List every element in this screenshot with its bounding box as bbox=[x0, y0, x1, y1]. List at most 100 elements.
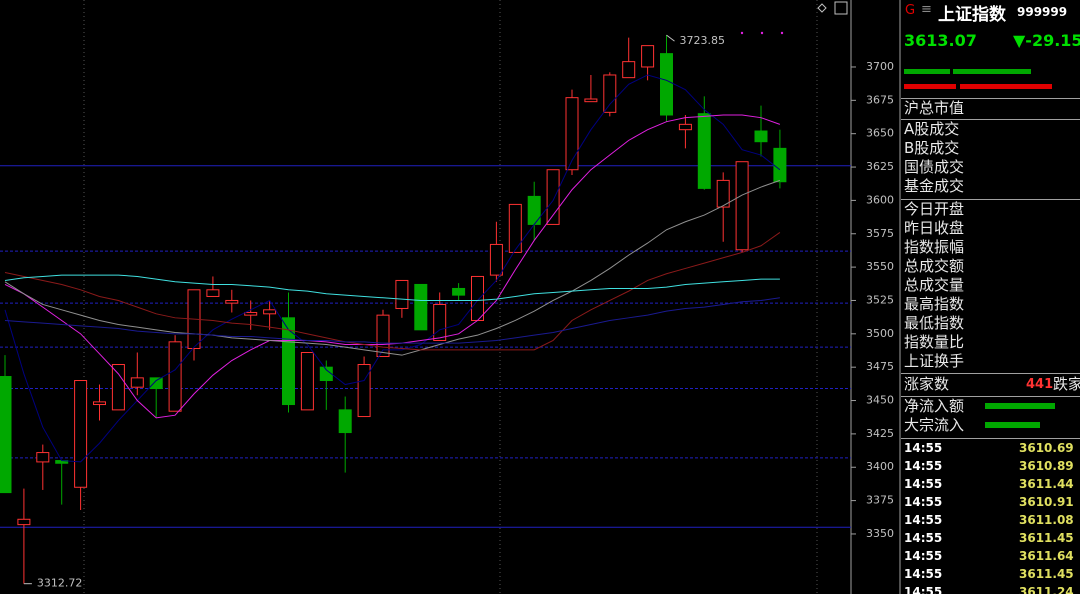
tick-price: 3611.64 bbox=[1019, 549, 1074, 563]
candle-body bbox=[376, 314, 390, 358]
candle-body bbox=[603, 74, 617, 113]
moving-average bbox=[4, 232, 781, 351]
tick-price: 3610.91 bbox=[1019, 495, 1074, 509]
level-bar bbox=[960, 84, 1052, 89]
candle-body bbox=[168, 341, 182, 412]
level-bar bbox=[904, 84, 956, 89]
tick-price: 3610.89 bbox=[1019, 459, 1074, 473]
candle-body bbox=[527, 195, 541, 225]
stat-label: 上证换手 bbox=[904, 352, 965, 370]
price: 3613.07 bbox=[904, 31, 977, 50]
y-tick-label: 3600 bbox=[866, 193, 894, 206]
y-tick-label: 3500 bbox=[866, 327, 894, 340]
separator bbox=[901, 396, 1080, 397]
stat-label: 指数量比 bbox=[904, 333, 965, 351]
y-tick-label: 3425 bbox=[866, 427, 894, 440]
candle-body bbox=[111, 364, 125, 411]
y-tick-label: 3650 bbox=[866, 127, 894, 140]
advance-label: 涨家数 bbox=[904, 375, 950, 393]
stat-label: 最低指数 bbox=[904, 314, 965, 332]
candle-body bbox=[17, 518, 31, 526]
tick-price: 3611.44 bbox=[1019, 477, 1074, 491]
stat-label: 总成交量 bbox=[904, 276, 965, 294]
y-tick-label: 3400 bbox=[866, 460, 894, 473]
candle-body bbox=[546, 169, 560, 225]
index-title: 上证指数 bbox=[938, 5, 1006, 25]
tick-price: 3611.45 bbox=[1019, 531, 1074, 545]
y-tick-label: 3450 bbox=[866, 394, 894, 407]
candle-body bbox=[660, 53, 673, 116]
menu-button[interactable] bbox=[834, 1, 848, 15]
level-bar bbox=[904, 69, 950, 74]
candle-body bbox=[735, 161, 749, 251]
moving-average bbox=[4, 274, 780, 301]
flow-bar bbox=[985, 422, 1040, 428]
y-tick-label: 3375 bbox=[866, 494, 894, 507]
tick-time: 14:55 bbox=[904, 531, 943, 545]
candle-body bbox=[300, 352, 314, 411]
tick-time: 14:55 bbox=[904, 585, 943, 594]
candle-body bbox=[508, 203, 522, 253]
candle-body bbox=[754, 130, 768, 143]
y-tick-label: 3675 bbox=[866, 93, 894, 106]
y-tick-label: 3525 bbox=[866, 293, 894, 306]
stat-label: 总成交额 bbox=[904, 257, 965, 275]
change: ▼-29.15 bbox=[1013, 31, 1080, 50]
candle-body bbox=[36, 452, 50, 463]
moving-average bbox=[4, 114, 781, 419]
candle-body bbox=[357, 364, 371, 418]
tick-price: 3610.69 bbox=[1019, 441, 1074, 455]
tick-time: 14:55 bbox=[904, 567, 943, 581]
stat-label: A股成交 bbox=[904, 120, 960, 138]
candle-body bbox=[149, 377, 163, 390]
candle-body bbox=[471, 275, 484, 321]
quote-panel: G ≡ 上证指数 999999 3613.07 ▼-29.15 沪总市值 涨家数… bbox=[901, 0, 1080, 594]
index-code: 999999 bbox=[1017, 5, 1068, 19]
dot bbox=[760, 31, 764, 35]
candle-body bbox=[773, 147, 787, 183]
high-annotation: 3723.85 bbox=[680, 34, 726, 47]
candle-body bbox=[433, 303, 447, 341]
diamond-icon[interactable] bbox=[817, 3, 827, 13]
stat-label: 沪总市值 bbox=[904, 99, 965, 117]
tick-time: 14:55 bbox=[904, 495, 943, 509]
moving-average bbox=[4, 74, 781, 463]
menu-icon[interactable]: ≡ bbox=[921, 2, 932, 17]
separator bbox=[901, 199, 1080, 200]
candle-body bbox=[716, 179, 730, 208]
y-tick-label: 3575 bbox=[866, 227, 894, 240]
candle-body bbox=[697, 113, 711, 189]
candle-body bbox=[641, 45, 655, 68]
stat-label: 指数振幅 bbox=[904, 238, 965, 256]
candle-body bbox=[452, 287, 466, 296]
separator bbox=[901, 119, 1080, 120]
tick-price: 3611.24 bbox=[1019, 585, 1074, 594]
dot bbox=[780, 31, 784, 35]
separator bbox=[901, 438, 1080, 439]
annotation-arrow bbox=[666, 34, 675, 42]
tick-price: 3611.08 bbox=[1019, 513, 1074, 527]
stat-label: B股成交 bbox=[904, 139, 960, 157]
tick-time: 14:55 bbox=[904, 549, 943, 563]
candle-body bbox=[395, 279, 409, 309]
y-tick-label: 3350 bbox=[866, 527, 894, 540]
candle-body bbox=[130, 377, 144, 388]
candle-body bbox=[206, 289, 220, 297]
stat-label: 国债成交 bbox=[904, 158, 965, 176]
tick-time: 14:55 bbox=[904, 477, 943, 491]
candle-body bbox=[225, 299, 239, 304]
candle-body bbox=[338, 409, 352, 434]
stat-label: 今日开盘 bbox=[904, 200, 965, 218]
stat-label: 昨日收盘 bbox=[904, 219, 965, 237]
flow-bar bbox=[985, 403, 1055, 409]
separator bbox=[901, 373, 1080, 374]
dot bbox=[740, 31, 744, 35]
candle-body bbox=[74, 380, 88, 488]
tick-price: 3611.45 bbox=[1019, 567, 1074, 581]
candle-body bbox=[319, 366, 333, 382]
tick-time: 14:55 bbox=[904, 441, 943, 455]
separator bbox=[901, 98, 1080, 99]
candle-body bbox=[622, 61, 636, 79]
advance-value: 441 bbox=[1026, 377, 1054, 392]
